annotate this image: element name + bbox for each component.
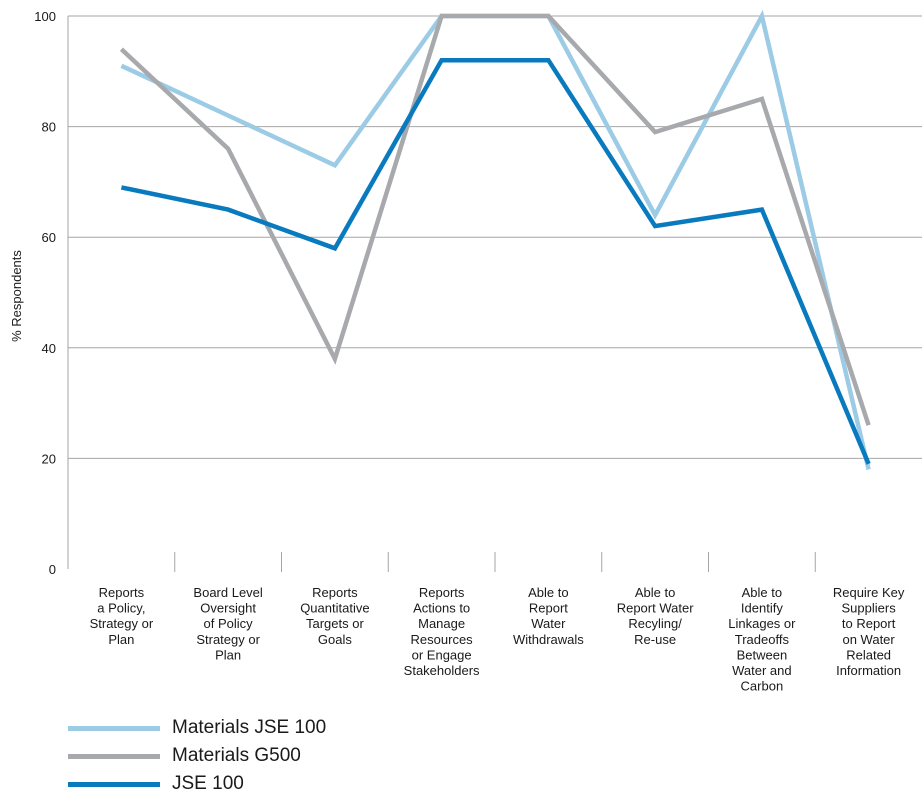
series-line [119,13,871,426]
series-line [120,57,871,465]
category-label-line: Plan [108,632,134,647]
category-label-line: Manage [418,616,465,631]
category-label-line: Resources [411,632,474,647]
category-label-line: Between [737,647,788,662]
category-label-line: Information [836,663,901,678]
legend: Materials JSE 100 Materials G500 JSE 100 [68,714,326,798]
category-label-line: Plan [215,647,241,662]
legend-swatch [68,753,160,759]
legend-label: Materials JSE 100 [172,717,327,738]
category-label: Reports a Policy, Strategy or Plan [90,585,154,647]
category-label-line: Goals [318,632,352,647]
legend-label: Materials G500 [172,745,301,766]
category-label-line: Water [531,616,566,631]
category-label-line: a Policy, [97,601,145,616]
series-line [120,9,871,471]
y-tick-label: 40 [42,341,56,356]
category-label-line: Targets or [306,616,364,631]
category-label-line: to Report [842,616,896,631]
category-label-line: Strategy or [90,616,154,631]
category-label-line: Recyling/ [628,616,682,631]
category-label-line: Actions to [413,601,470,616]
category-label-line: of Policy [204,616,254,631]
y-axis-title: % Respondents [9,250,24,342]
category-label: Require Key Suppliers to Report on Water Rel… [833,585,905,678]
category-label-line: Reports [99,585,145,600]
category-label-line: Report [529,601,568,616]
y-tick-label: 20 [42,451,56,466]
category-label-line: Able to [635,585,675,600]
category-label-line: Reports [312,585,358,600]
legend-label: JSE 100 [172,773,244,794]
category-label-line: Tradeoffs [735,632,790,647]
category-label-line: Strategy or [196,632,260,647]
y-tick-label: 100 [34,9,56,24]
y-tick-label: 80 [42,120,56,135]
category-label-line: Identify [741,601,783,616]
category-label-line: Board Level [193,585,262,600]
category-label: Board Level Oversight of Policy Strategy or… [193,585,262,662]
category-label-line: on Water [842,632,895,647]
category-label-line: Quantitative [300,601,369,616]
legend-swatch [68,725,160,731]
category-label-line: Carbon [741,679,784,694]
category-label-line: or Engage [412,647,472,662]
category-label: Able to Report Water Recyling/Re-use [617,585,694,647]
category-label-line: Require Key [833,585,905,600]
y-tick-labels: 0 20 40 60 80 100 [34,9,56,577]
category-label: Reports Actions to Manage Resources or Engag… [404,585,480,678]
category-label: Able to Identify Linkages or Tradeoffs Betwe… [728,585,796,694]
y-tick-label: 0 [49,562,56,577]
category-label: Able to Report Water Withdrawals [513,585,584,647]
category-label-line: Related [846,647,891,662]
x-tick-marks [174,552,816,572]
category-label: Reports Quantitative Targets or Goals [300,585,369,647]
y-tick-label: 60 [42,230,56,245]
category-label-line: Suppliers [842,601,897,616]
category-label-line: Stakeholders [404,663,480,678]
legend-item: Materials G500 [68,742,326,770]
category-label-line: Reports [419,585,465,600]
category-label-line: Able to [742,585,782,600]
category-label-line: Linkages or [728,616,796,631]
series-lines [119,9,871,471]
category-label-line: Water and [732,663,792,678]
category-label-line: Re-use [634,632,676,647]
legend-item: Materials JSE 100 [68,714,326,742]
category-label-line: Withdrawals [513,632,584,647]
legend-item: JSE 100 [68,770,326,798]
category-label-line: Able to [528,585,568,600]
category-label-line: Oversight [200,601,256,616]
legend-swatch [68,781,160,787]
category-label-line: Report Water [617,601,694,616]
